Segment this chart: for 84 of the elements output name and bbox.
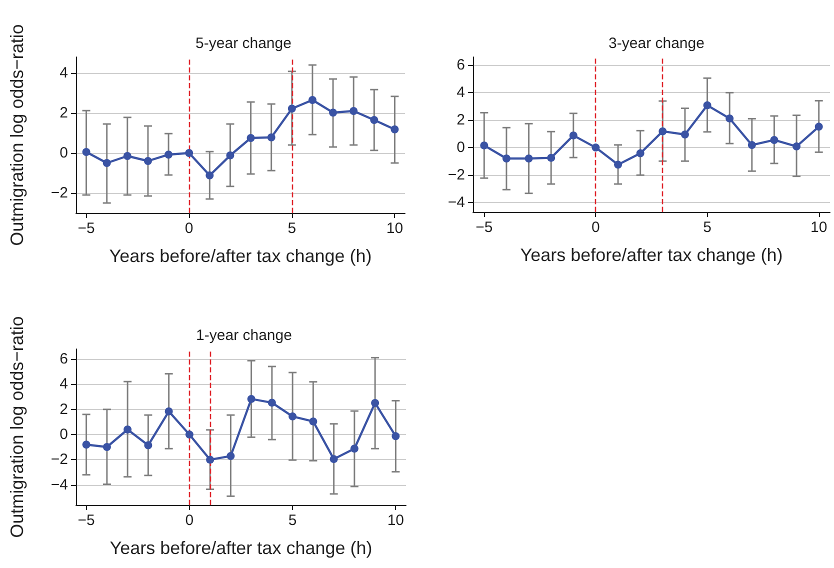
point bbox=[792, 142, 801, 150]
point bbox=[267, 133, 276, 142]
point bbox=[206, 456, 214, 464]
point bbox=[330, 455, 338, 464]
y-axis-title: Outmigration log odds−ratio bbox=[7, 24, 27, 246]
point bbox=[123, 152, 132, 160]
y-tick-label: 4 bbox=[60, 376, 68, 393]
point bbox=[547, 154, 556, 162]
point bbox=[309, 417, 318, 426]
x-tick-label: 0 bbox=[592, 219, 600, 236]
point bbox=[164, 407, 173, 416]
y-tick-label: 4 bbox=[60, 64, 68, 82]
point bbox=[636, 149, 644, 158]
x-tick-label: 0 bbox=[185, 512, 194, 529]
point bbox=[329, 108, 338, 117]
y-tick-label: 6 bbox=[60, 350, 68, 368]
y-axis-title: Outmigration log odds−ratio bbox=[7, 316, 27, 538]
chart-title: 1-year change bbox=[196, 327, 292, 344]
y-tick-label: 4 bbox=[456, 84, 465, 102]
point bbox=[308, 96, 316, 104]
x-tick-label: 10 bbox=[386, 220, 404, 237]
point bbox=[124, 426, 132, 434]
y-tick-label: 0 bbox=[456, 139, 465, 156]
y-tick-label: 6 bbox=[456, 56, 465, 74]
point bbox=[288, 412, 297, 420]
point bbox=[226, 151, 234, 160]
y-tick-label: −2 bbox=[448, 166, 465, 184]
chart-title: 5-year change bbox=[196, 35, 292, 52]
point bbox=[502, 154, 510, 162]
point bbox=[680, 130, 689, 138]
point bbox=[185, 149, 194, 157]
point bbox=[748, 141, 756, 150]
point bbox=[246, 134, 255, 142]
x-axis-title: Years before/after tax change (h) bbox=[110, 538, 372, 558]
point bbox=[268, 398, 276, 407]
point bbox=[102, 159, 111, 167]
x-tick-label: 5 bbox=[703, 219, 712, 236]
point bbox=[350, 107, 358, 115]
x-tick-label: 10 bbox=[810, 219, 828, 236]
point bbox=[392, 432, 400, 440]
point bbox=[247, 394, 256, 403]
x-tick-label: 5 bbox=[288, 220, 296, 237]
y-tick-label: 0 bbox=[60, 144, 68, 162]
point bbox=[206, 171, 214, 180]
point bbox=[703, 101, 712, 110]
y-tick-label: 2 bbox=[456, 112, 465, 129]
x-tick-label: 0 bbox=[184, 220, 194, 237]
x-tick-label: 5 bbox=[288, 512, 297, 529]
point bbox=[226, 452, 235, 460]
point bbox=[658, 127, 667, 136]
point bbox=[614, 160, 622, 169]
point bbox=[480, 141, 488, 150]
y-tick-label: −4 bbox=[50, 476, 68, 494]
y-tick-label: −2 bbox=[50, 451, 68, 468]
chart-title: 3-year change bbox=[608, 35, 704, 52]
x-tick-label: −5 bbox=[476, 219, 493, 236]
x-tick-label: −5 bbox=[78, 220, 95, 237]
y-tick-label: 2 bbox=[60, 104, 68, 122]
point bbox=[82, 148, 90, 156]
x-axis-title: Years before/after tax change (h) bbox=[520, 245, 783, 265]
point bbox=[524, 154, 533, 162]
point bbox=[370, 116, 378, 124]
point bbox=[569, 131, 578, 140]
point bbox=[102, 443, 111, 451]
point bbox=[814, 122, 823, 131]
point bbox=[82, 440, 90, 449]
y-tick-label: 0 bbox=[60, 426, 68, 444]
y-tick-label: −2 bbox=[50, 184, 68, 202]
x-tick-label: −5 bbox=[78, 512, 95, 529]
point bbox=[288, 104, 296, 113]
x-tick-label: 10 bbox=[387, 512, 404, 529]
point bbox=[371, 398, 380, 407]
point bbox=[390, 125, 399, 134]
y-tick-label: −4 bbox=[448, 194, 465, 211]
point bbox=[144, 441, 152, 450]
y-tick-label: 2 bbox=[60, 400, 68, 418]
point bbox=[350, 444, 358, 453]
point bbox=[144, 157, 152, 165]
point bbox=[592, 144, 600, 152]
x-axis-title: Years before/after tax change (h) bbox=[109, 246, 372, 266]
point bbox=[770, 136, 778, 144]
point bbox=[164, 150, 173, 159]
point bbox=[185, 430, 194, 439]
point bbox=[726, 114, 734, 122]
